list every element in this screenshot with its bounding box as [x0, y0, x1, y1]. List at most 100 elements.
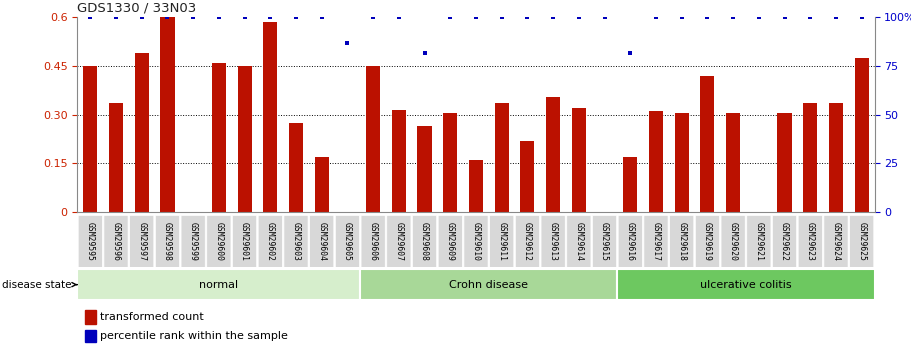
- Point: [340, 40, 354, 46]
- Bar: [777, 113, 792, 212]
- Point: [289, 14, 303, 20]
- Text: transformed count: transformed count: [100, 312, 203, 322]
- Bar: [546, 97, 560, 212]
- Text: normal: normal: [200, 280, 239, 289]
- FancyBboxPatch shape: [438, 216, 463, 268]
- FancyBboxPatch shape: [77, 269, 360, 300]
- FancyBboxPatch shape: [104, 216, 128, 268]
- FancyBboxPatch shape: [541, 216, 565, 268]
- FancyBboxPatch shape: [129, 216, 154, 268]
- FancyBboxPatch shape: [747, 216, 771, 268]
- Text: GSM29599: GSM29599: [189, 223, 198, 262]
- Point: [803, 14, 817, 20]
- Text: GSM29595: GSM29595: [86, 223, 95, 262]
- Bar: [109, 104, 123, 212]
- Text: GSM29609: GSM29609: [445, 223, 455, 262]
- Point: [392, 14, 406, 20]
- FancyBboxPatch shape: [181, 216, 205, 268]
- Bar: [289, 123, 303, 212]
- Bar: [726, 113, 741, 212]
- Point: [674, 14, 689, 20]
- FancyBboxPatch shape: [721, 216, 745, 268]
- Bar: [701, 76, 714, 212]
- Point: [366, 14, 381, 20]
- Bar: [675, 113, 689, 212]
- Text: GSM29616: GSM29616: [626, 223, 635, 262]
- Point: [598, 14, 612, 20]
- Text: GSM29625: GSM29625: [857, 223, 866, 262]
- Bar: [211, 63, 226, 212]
- FancyBboxPatch shape: [670, 216, 694, 268]
- Text: ulcerative colitis: ulcerative colitis: [701, 280, 792, 289]
- FancyBboxPatch shape: [156, 216, 179, 268]
- FancyBboxPatch shape: [489, 216, 514, 268]
- FancyBboxPatch shape: [78, 216, 102, 268]
- FancyBboxPatch shape: [618, 269, 875, 300]
- Text: GSM29615: GSM29615: [600, 223, 609, 262]
- Bar: [160, 17, 175, 212]
- Bar: [855, 58, 869, 212]
- Bar: [623, 157, 638, 212]
- FancyBboxPatch shape: [619, 216, 642, 268]
- Point: [108, 14, 123, 20]
- Point: [83, 14, 97, 20]
- FancyBboxPatch shape: [850, 216, 874, 268]
- FancyBboxPatch shape: [258, 216, 282, 268]
- Bar: [804, 104, 817, 212]
- Point: [237, 14, 251, 20]
- Bar: [392, 110, 406, 212]
- Text: GSM29606: GSM29606: [369, 223, 378, 262]
- Point: [263, 14, 278, 20]
- FancyBboxPatch shape: [464, 216, 488, 268]
- FancyBboxPatch shape: [387, 216, 411, 268]
- Point: [417, 50, 432, 56]
- FancyBboxPatch shape: [207, 216, 231, 268]
- Text: GSM29611: GSM29611: [497, 223, 507, 262]
- Text: GDS1330 / 33N03: GDS1330 / 33N03: [77, 2, 197, 15]
- Text: GSM29617: GSM29617: [651, 223, 660, 262]
- Bar: [444, 113, 457, 212]
- Text: GSM29605: GSM29605: [343, 223, 352, 262]
- FancyBboxPatch shape: [824, 216, 848, 268]
- Bar: [649, 111, 663, 212]
- Point: [777, 14, 792, 20]
- Point: [623, 50, 638, 56]
- Text: GSM29602: GSM29602: [266, 223, 275, 262]
- Bar: [314, 157, 329, 212]
- Bar: [86, 330, 96, 342]
- Text: GSM29607: GSM29607: [394, 223, 404, 262]
- Point: [829, 14, 844, 20]
- FancyBboxPatch shape: [773, 216, 796, 268]
- FancyBboxPatch shape: [413, 216, 436, 268]
- Text: GSM29618: GSM29618: [677, 223, 686, 262]
- Point: [571, 14, 586, 20]
- FancyBboxPatch shape: [592, 216, 617, 268]
- FancyBboxPatch shape: [516, 216, 539, 268]
- Text: GSM29621: GSM29621: [754, 223, 763, 262]
- Point: [649, 14, 663, 20]
- Text: GSM29603: GSM29603: [292, 223, 301, 262]
- Bar: [469, 160, 483, 212]
- Point: [186, 14, 200, 20]
- Point: [495, 14, 509, 20]
- Text: Crohn disease: Crohn disease: [449, 280, 528, 289]
- Point: [546, 14, 560, 20]
- FancyBboxPatch shape: [644, 216, 668, 268]
- Text: disease state: disease state: [2, 280, 77, 289]
- Text: GSM29597: GSM29597: [138, 223, 147, 262]
- Text: GSM29614: GSM29614: [574, 223, 583, 262]
- Text: GSM29604: GSM29604: [317, 223, 326, 262]
- Bar: [417, 126, 432, 212]
- Bar: [83, 66, 97, 212]
- Text: GSM29622: GSM29622: [780, 223, 789, 262]
- Text: GSM29613: GSM29613: [548, 223, 558, 262]
- Bar: [366, 66, 380, 212]
- FancyBboxPatch shape: [335, 216, 360, 268]
- Bar: [86, 310, 96, 324]
- FancyBboxPatch shape: [567, 216, 591, 268]
- Point: [520, 14, 535, 20]
- Bar: [520, 141, 535, 212]
- Point: [211, 14, 226, 20]
- Point: [855, 14, 869, 20]
- FancyBboxPatch shape: [232, 216, 257, 268]
